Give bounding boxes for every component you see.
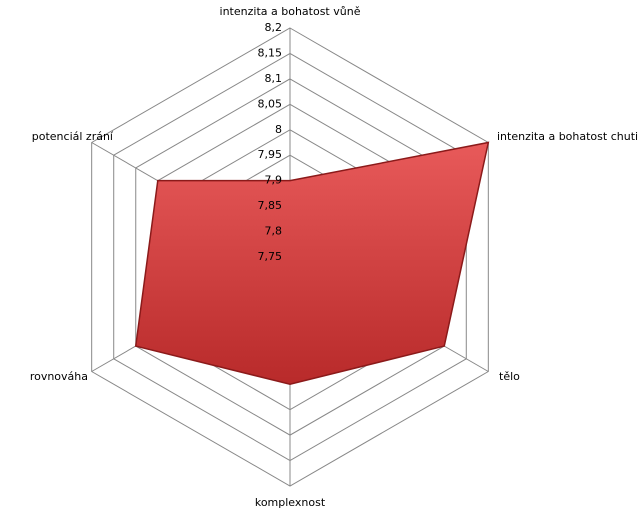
tick-label: 7,9	[265, 174, 283, 187]
tick-label: 8,15	[258, 46, 283, 59]
category-label: potenciál zrání	[32, 130, 114, 143]
category-label: tělo	[499, 370, 520, 383]
category-label: rovnováha	[30, 370, 88, 383]
category-label: intenzita a bohatost chuti	[497, 130, 638, 143]
tick-label: 7,8	[265, 225, 283, 238]
tick-label: 8,2	[265, 21, 283, 34]
tick-label: 7,95	[258, 148, 283, 161]
tick-label: 8,05	[258, 97, 283, 110]
radar-area	[134, 141, 490, 385]
tick-label: 7,85	[258, 199, 283, 212]
tick-label: 8	[275, 123, 282, 136]
tick-label: 7,75	[258, 250, 283, 263]
tick-label: 8,1	[265, 72, 283, 85]
category-label: komplexnost	[255, 496, 326, 509]
category-label: intenzita a bohatost vůně	[220, 5, 361, 18]
